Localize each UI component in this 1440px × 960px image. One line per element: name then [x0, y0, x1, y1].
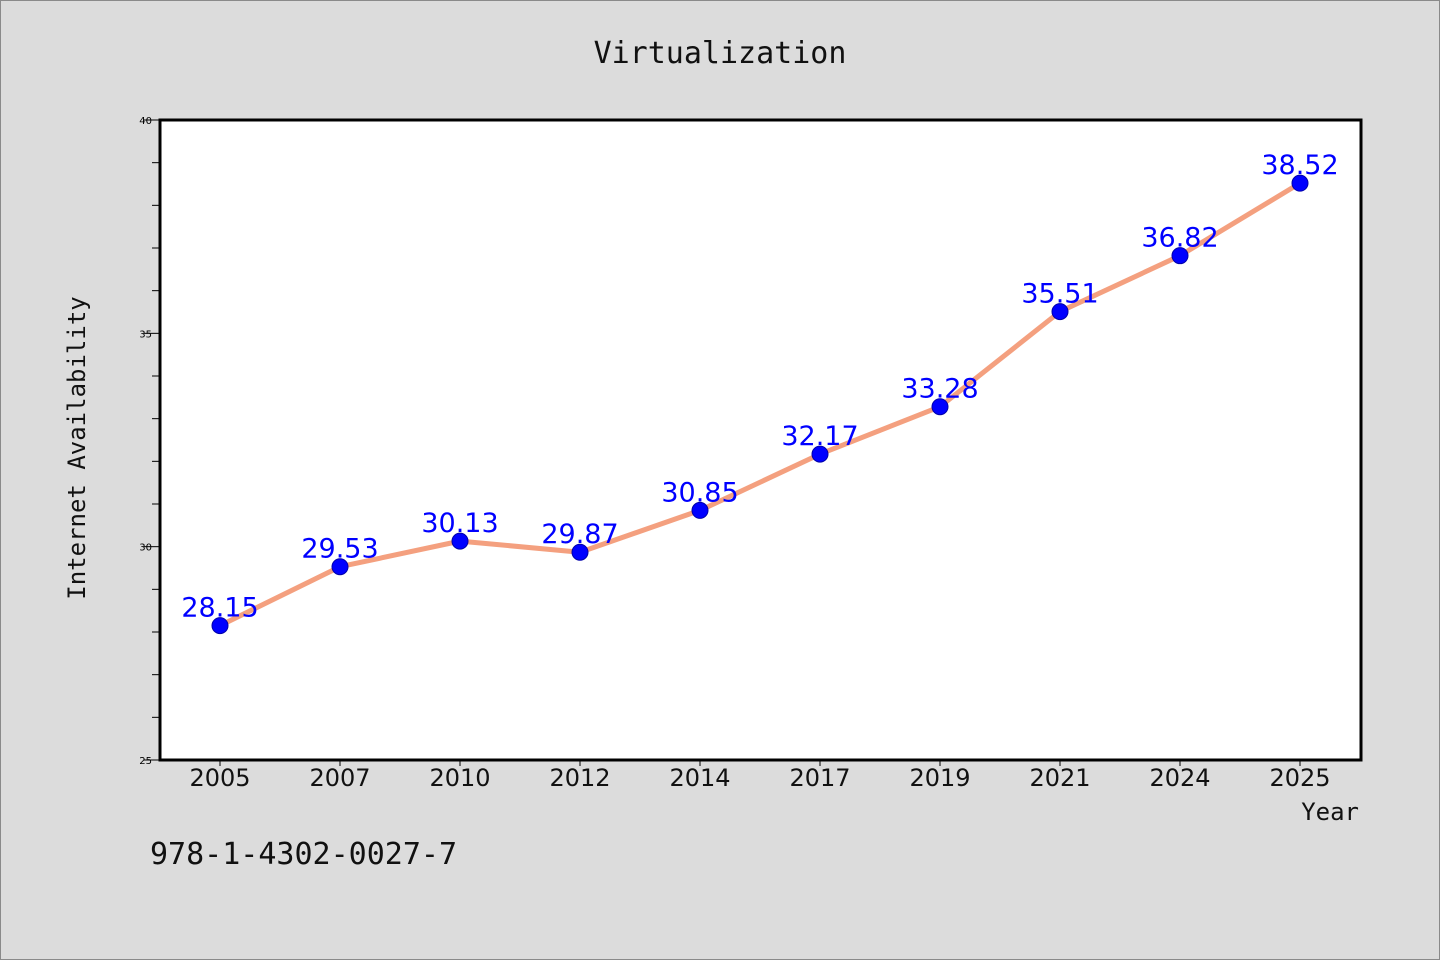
y-tick-label: 35 — [139, 329, 152, 340]
x-tick-label: 2019 — [909, 764, 970, 792]
x-axis-ticks: 2005 2007 2010 2012 2014 2017 2019 2021 2024 2025 — [189, 760, 1331, 792]
y-axis-label: Internet Availability — [63, 296, 91, 599]
y-tick-label: 40 — [139, 116, 152, 127]
x-tick-label: 2014 — [669, 764, 730, 792]
data-point — [451, 532, 469, 550]
x-tick-label: 2021 — [1029, 764, 1090, 792]
x-tick-label: 2007 — [309, 764, 370, 792]
x-tick-label: 2005 — [189, 764, 250, 792]
data-point — [211, 617, 229, 635]
series-line — [217, 180, 1303, 629]
plot-area — [158, 118, 1363, 762]
x-tick-label: 2025 — [1269, 764, 1330, 792]
y-axis-ticks: 25 30 35 40 — [139, 116, 160, 767]
data-point — [1051, 303, 1069, 321]
data-point — [811, 445, 829, 463]
data-point — [691, 501, 709, 519]
chart-title: Virtualization — [594, 36, 847, 71]
footer-code: 978-1-4302-0027-7 — [150, 837, 457, 872]
x-tick-label: 2017 — [789, 764, 850, 792]
data-point — [1171, 247, 1189, 265]
x-tick-label: 2024 — [1149, 764, 1210, 792]
x-tick-label: 2010 — [429, 764, 490, 792]
data-point — [571, 543, 589, 561]
y-tick-label: 25 — [139, 756, 152, 767]
data-point — [1291, 174, 1309, 192]
x-axis-label: Year — [1301, 798, 1359, 826]
y-tick-label: 30 — [139, 543, 152, 554]
data-point — [931, 398, 949, 416]
data-point — [331, 558, 349, 576]
x-tick-label: 2012 — [549, 764, 610, 792]
